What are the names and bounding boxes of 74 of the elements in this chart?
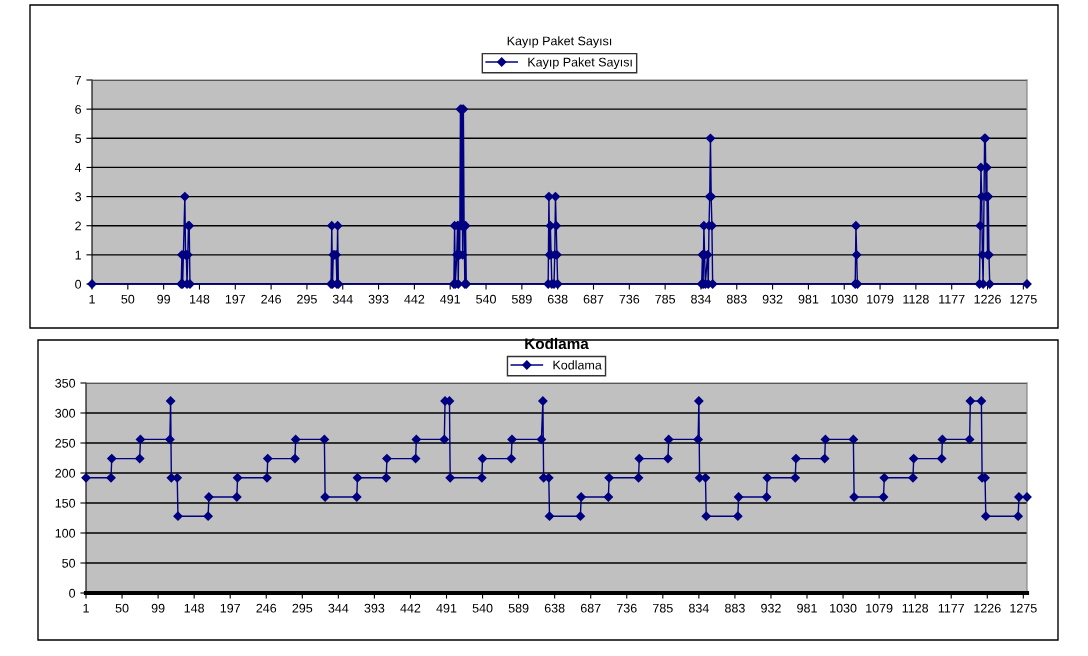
x-tick-label: 785	[655, 294, 676, 304]
x-tick-label: 491	[440, 294, 461, 304]
x-tick-label: 197	[220, 603, 240, 613]
x-tick-label: 981	[798, 294, 819, 304]
x-tick-label: 491	[436, 603, 457, 613]
x-tick-label: 883	[725, 603, 745, 613]
x-tick-label: 148	[189, 294, 210, 304]
x-tick-label: 638	[547, 294, 568, 304]
y-tick-label: 50	[62, 558, 76, 568]
x-tick-label: 1275	[1010, 603, 1037, 613]
x-tick-label: 932	[761, 603, 781, 613]
legend-label: Kayıp Paket Sayısı	[528, 57, 632, 69]
x-tick-label: 1030	[831, 294, 858, 304]
x-tick-label: 1226	[974, 603, 1001, 613]
x-tick-label: 295	[297, 294, 317, 304]
x-tick-label: 1079	[866, 603, 893, 613]
x-tick-label: 540	[472, 603, 493, 613]
y-tick-label: 350	[55, 378, 76, 388]
y-tick-label: 0	[75, 279, 82, 289]
x-tick-label: 197	[225, 294, 246, 304]
x-tick-label: 932	[762, 294, 783, 304]
x-tick-label: 99	[157, 294, 170, 304]
y-tick-label: 5	[75, 134, 82, 143]
x-tick-label: 99	[151, 603, 165, 613]
x-tick-label: 687	[580, 603, 601, 613]
x-tick-label: 1226	[974, 294, 1001, 304]
x-tick-label: 1177	[939, 294, 965, 304]
x-tick-label: 344	[332, 294, 353, 304]
x-tick-label: 834	[688, 603, 709, 613]
y-tick-label: 6	[75, 104, 82, 114]
y-tick-label: 100	[55, 528, 76, 538]
y-tick-label: 7	[75, 75, 81, 85]
y-tick-label: 200	[55, 468, 76, 478]
y-tick-label: 4	[74, 163, 82, 172]
x-tick-label: 246	[261, 294, 281, 304]
x-tick-label: 344	[328, 603, 349, 613]
x-tick-label: 883	[726, 294, 747, 304]
x-tick-label: 589	[511, 294, 532, 304]
x-tick-label: 50	[115, 603, 129, 613]
x-tick-label: 1030	[830, 603, 857, 613]
x-tick-label: 981	[797, 603, 817, 613]
x-tick-label: 295	[292, 603, 313, 613]
y-tick-label: 300	[55, 408, 76, 418]
x-tick-label: 834	[691, 294, 712, 304]
y-tick-label: 150	[55, 498, 76, 508]
x-tick-label: 148	[184, 603, 205, 613]
x-tick-label: 50	[121, 294, 135, 304]
legend-label: Kodlama	[553, 360, 602, 370]
x-tick-label: 1128	[903, 294, 929, 304]
y-tick-label: 250	[55, 438, 76, 448]
x-tick-label: 1	[89, 294, 95, 304]
x-tick-label: 540	[476, 294, 496, 304]
x-tick-label: 393	[364, 603, 385, 613]
x-tick-label: 246	[256, 603, 277, 613]
x-tick-label: 442	[400, 603, 421, 613]
y-tick-label: 1	[75, 250, 81, 260]
x-tick-label: 736	[619, 294, 640, 304]
x-tick-label: 1128	[902, 603, 929, 613]
x-tick-label: 638	[544, 603, 565, 613]
chart-title: Kayıp Paket Sayısı	[507, 36, 612, 48]
x-tick-label: 442	[404, 294, 425, 304]
x-tick-label: 785	[653, 603, 673, 613]
y-tick-label: 3	[75, 192, 82, 202]
x-tick-label: 393	[368, 294, 389, 304]
y-tick-label: 0	[69, 588, 76, 598]
y-tick-label: 2	[75, 221, 81, 231]
chart-title: Kodlama	[525, 337, 589, 350]
x-tick-label: 1177	[938, 603, 965, 613]
x-tick-label: 1	[83, 603, 89, 613]
x-tick-label: 1079	[867, 294, 894, 304]
x-tick-label: 687	[583, 294, 604, 304]
x-tick-label: 736	[616, 603, 637, 613]
x-tick-label: 589	[508, 603, 529, 613]
x-tick-label: 1275	[1010, 294, 1037, 304]
